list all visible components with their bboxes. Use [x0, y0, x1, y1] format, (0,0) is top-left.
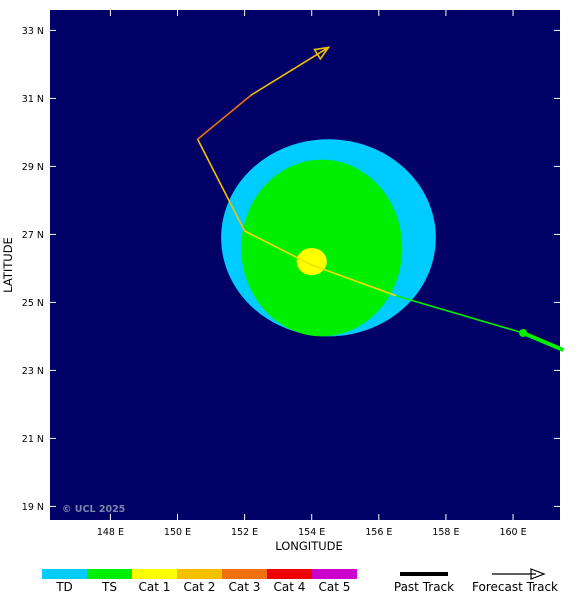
legend-swatch-cat-2: [177, 569, 222, 579]
y-tick-label: 23 N: [22, 366, 44, 377]
wind-field-cat-1: [296, 248, 327, 276]
legend-swatch-cat-3: [222, 569, 267, 579]
forecast-track-segment: [310, 264, 397, 297]
x-axis-title: LONGITUDE: [275, 539, 343, 553]
forecast-track-legend-arrowhead: [530, 568, 546, 580]
y-tick-label: 25 N: [22, 298, 44, 309]
legend-label-cat-2: Cat 2: [184, 580, 216, 594]
wind-field-rings: [221, 139, 436, 337]
x-tick-label: 148 E: [97, 527, 124, 538]
legend-label-cat-3: Cat 3: [229, 580, 261, 594]
legend-label-cat-4: Cat 4: [274, 580, 306, 594]
legend-label-cat-5: Cat 5: [319, 580, 351, 594]
legend-swatch-cat-5: [312, 569, 357, 579]
forecast-track-legend: Forecast Track: [472, 568, 558, 594]
y-axis-title: LATITUDE: [1, 237, 15, 293]
forecast-track-segment: [394, 294, 524, 334]
forecast-track-segment: [243, 230, 313, 266]
past-track-legend: Past Track: [394, 572, 454, 594]
longitude-ticks: 148 E 150 E 152 E 154 E 156 E 158 E 160 E: [97, 10, 527, 538]
forecast-track-segment: [196, 138, 246, 232]
legend-swatch-cat-4: [267, 569, 312, 579]
category-legend: TD TS Cat 1 Cat 2 Cat 3 Cat 4 Cat 5: [42, 569, 357, 594]
legend-label-cat-1: Cat 1: [139, 580, 171, 594]
forecast-track-legend-label: Forecast Track: [472, 580, 558, 594]
copyright-text: © UCL 2025: [62, 504, 125, 515]
y-tick-label: 27 N: [22, 230, 44, 241]
forecast-track-arrowhead: [313, 46, 331, 61]
y-tick-label: 29 N: [22, 162, 44, 173]
current-position-marker: [519, 329, 528, 337]
x-tick-label: 158 E: [432, 527, 459, 538]
track-lines: [196, 46, 565, 352]
legend-swatch-ts: [87, 569, 132, 579]
forecast-track-segment: [250, 46, 330, 96]
y-tick-label: 19 N: [22, 502, 44, 513]
y-tick-label: 31 N: [22, 94, 44, 105]
legend-swatch-cat-1: [132, 569, 177, 579]
past-track-legend-label: Past Track: [394, 580, 454, 594]
past-track-segment: [522, 331, 565, 352]
x-tick-label: 152 E: [231, 527, 258, 538]
x-tick-label: 160 E: [499, 527, 526, 538]
y-tick-label: 21 N: [22, 434, 44, 445]
legend-label-td: TD: [55, 580, 73, 594]
forecast-track-segment: [196, 94, 253, 140]
x-tick-label: 154 E: [298, 527, 325, 538]
legend-label-ts: TS: [101, 580, 117, 594]
wind-field-ts: [241, 159, 403, 337]
x-tick-label: 156 E: [365, 527, 392, 538]
latitude-ticks: 19 N 21 N 23 N 25 N 27 N 29 N 31 N 33 N: [22, 26, 560, 513]
legend-swatch-td: [42, 569, 87, 579]
x-tick-label: 150 E: [164, 527, 191, 538]
y-tick-label: 33 N: [22, 26, 44, 37]
